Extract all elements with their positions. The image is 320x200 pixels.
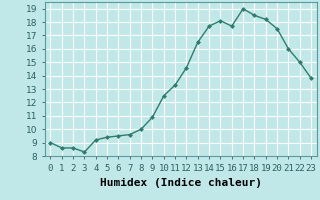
X-axis label: Humidex (Indice chaleur): Humidex (Indice chaleur): [100, 178, 262, 188]
